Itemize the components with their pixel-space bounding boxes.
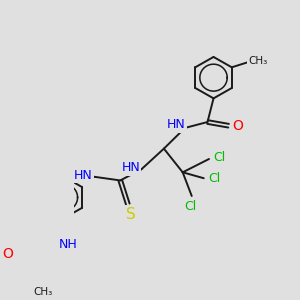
Text: HN: HN (167, 118, 185, 131)
Text: HN: HN (122, 161, 140, 174)
Text: CH₃: CH₃ (33, 287, 52, 297)
Text: NH: NH (58, 238, 77, 251)
Text: O: O (232, 119, 243, 133)
Text: Cl: Cl (208, 172, 220, 185)
Text: Cl: Cl (184, 200, 196, 213)
Text: S: S (126, 207, 136, 222)
Text: Cl: Cl (213, 151, 226, 164)
Text: CH₃: CH₃ (248, 56, 268, 66)
Text: O: O (2, 248, 13, 261)
Text: HN: HN (74, 169, 93, 182)
